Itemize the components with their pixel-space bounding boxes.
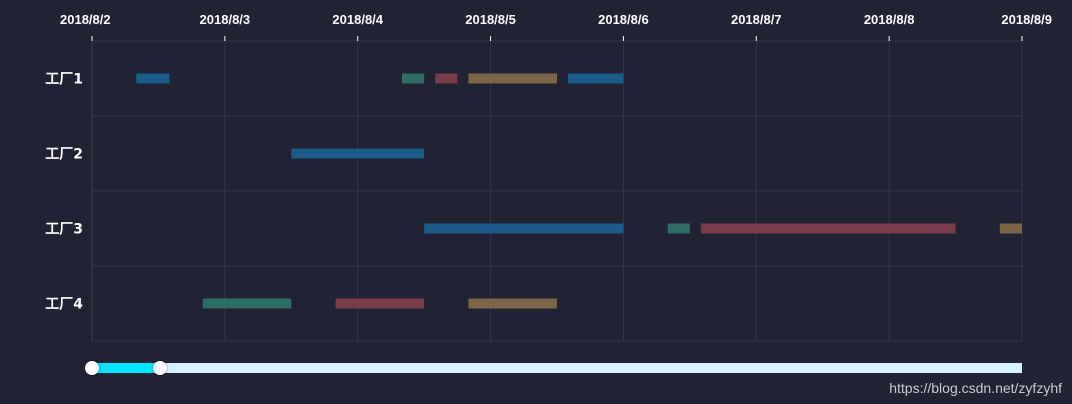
task-bar	[700, 223, 956, 234]
task-bar	[568, 73, 624, 84]
x-tick-label: 2018/8/4	[332, 12, 383, 27]
y-axis: 工厂1 工厂2 工厂3 工厂4	[45, 72, 83, 313]
data-zoom-slider[interactable]	[85, 361, 1022, 375]
x-tick-label: 2018/8/8	[864, 12, 915, 27]
task-bars	[136, 73, 1022, 309]
data-zoom-selected-range[interactable]	[92, 363, 160, 373]
y-category-label: 工厂4	[45, 297, 83, 313]
task-bar	[468, 73, 557, 84]
x-tick-label: 2018/8/5	[465, 12, 516, 27]
task-bar	[335, 298, 425, 309]
x-tick-label: 2018/8/2	[60, 12, 111, 27]
task-bar	[136, 73, 170, 84]
x-tick-label: 2018/8/7	[731, 12, 782, 27]
data-zoom-track[interactable]	[92, 363, 1022, 373]
task-bar	[667, 223, 690, 234]
task-bar	[435, 73, 458, 84]
x-tick-label: 2018/8/9	[1001, 12, 1052, 27]
y-category-label: 工厂3	[45, 222, 83, 238]
watermark-text: https://blog.csdn.net/zyfzyhf	[889, 380, 1062, 396]
data-zoom-end-handle[interactable]	[152, 361, 167, 375]
task-bar	[202, 298, 292, 309]
y-category-label: 工厂1	[45, 72, 83, 88]
data-zoom-start-handle[interactable]	[85, 361, 99, 375]
grid-lines	[91, 40, 1023, 342]
y-category-label: 工厂2	[45, 147, 83, 163]
task-bar	[291, 148, 425, 159]
task-bar	[402, 73, 425, 84]
x-tick-label: 2018/8/3	[200, 12, 251, 27]
x-axis: 2018/8/2 2018/8/3 2018/8/4 2018/8/5 2018/8/6…	[60, 12, 1052, 41]
task-bar	[999, 223, 1022, 234]
x-tick-label: 2018/8/6	[598, 12, 649, 27]
task-bar	[424, 223, 624, 234]
task-bar	[468, 298, 557, 309]
